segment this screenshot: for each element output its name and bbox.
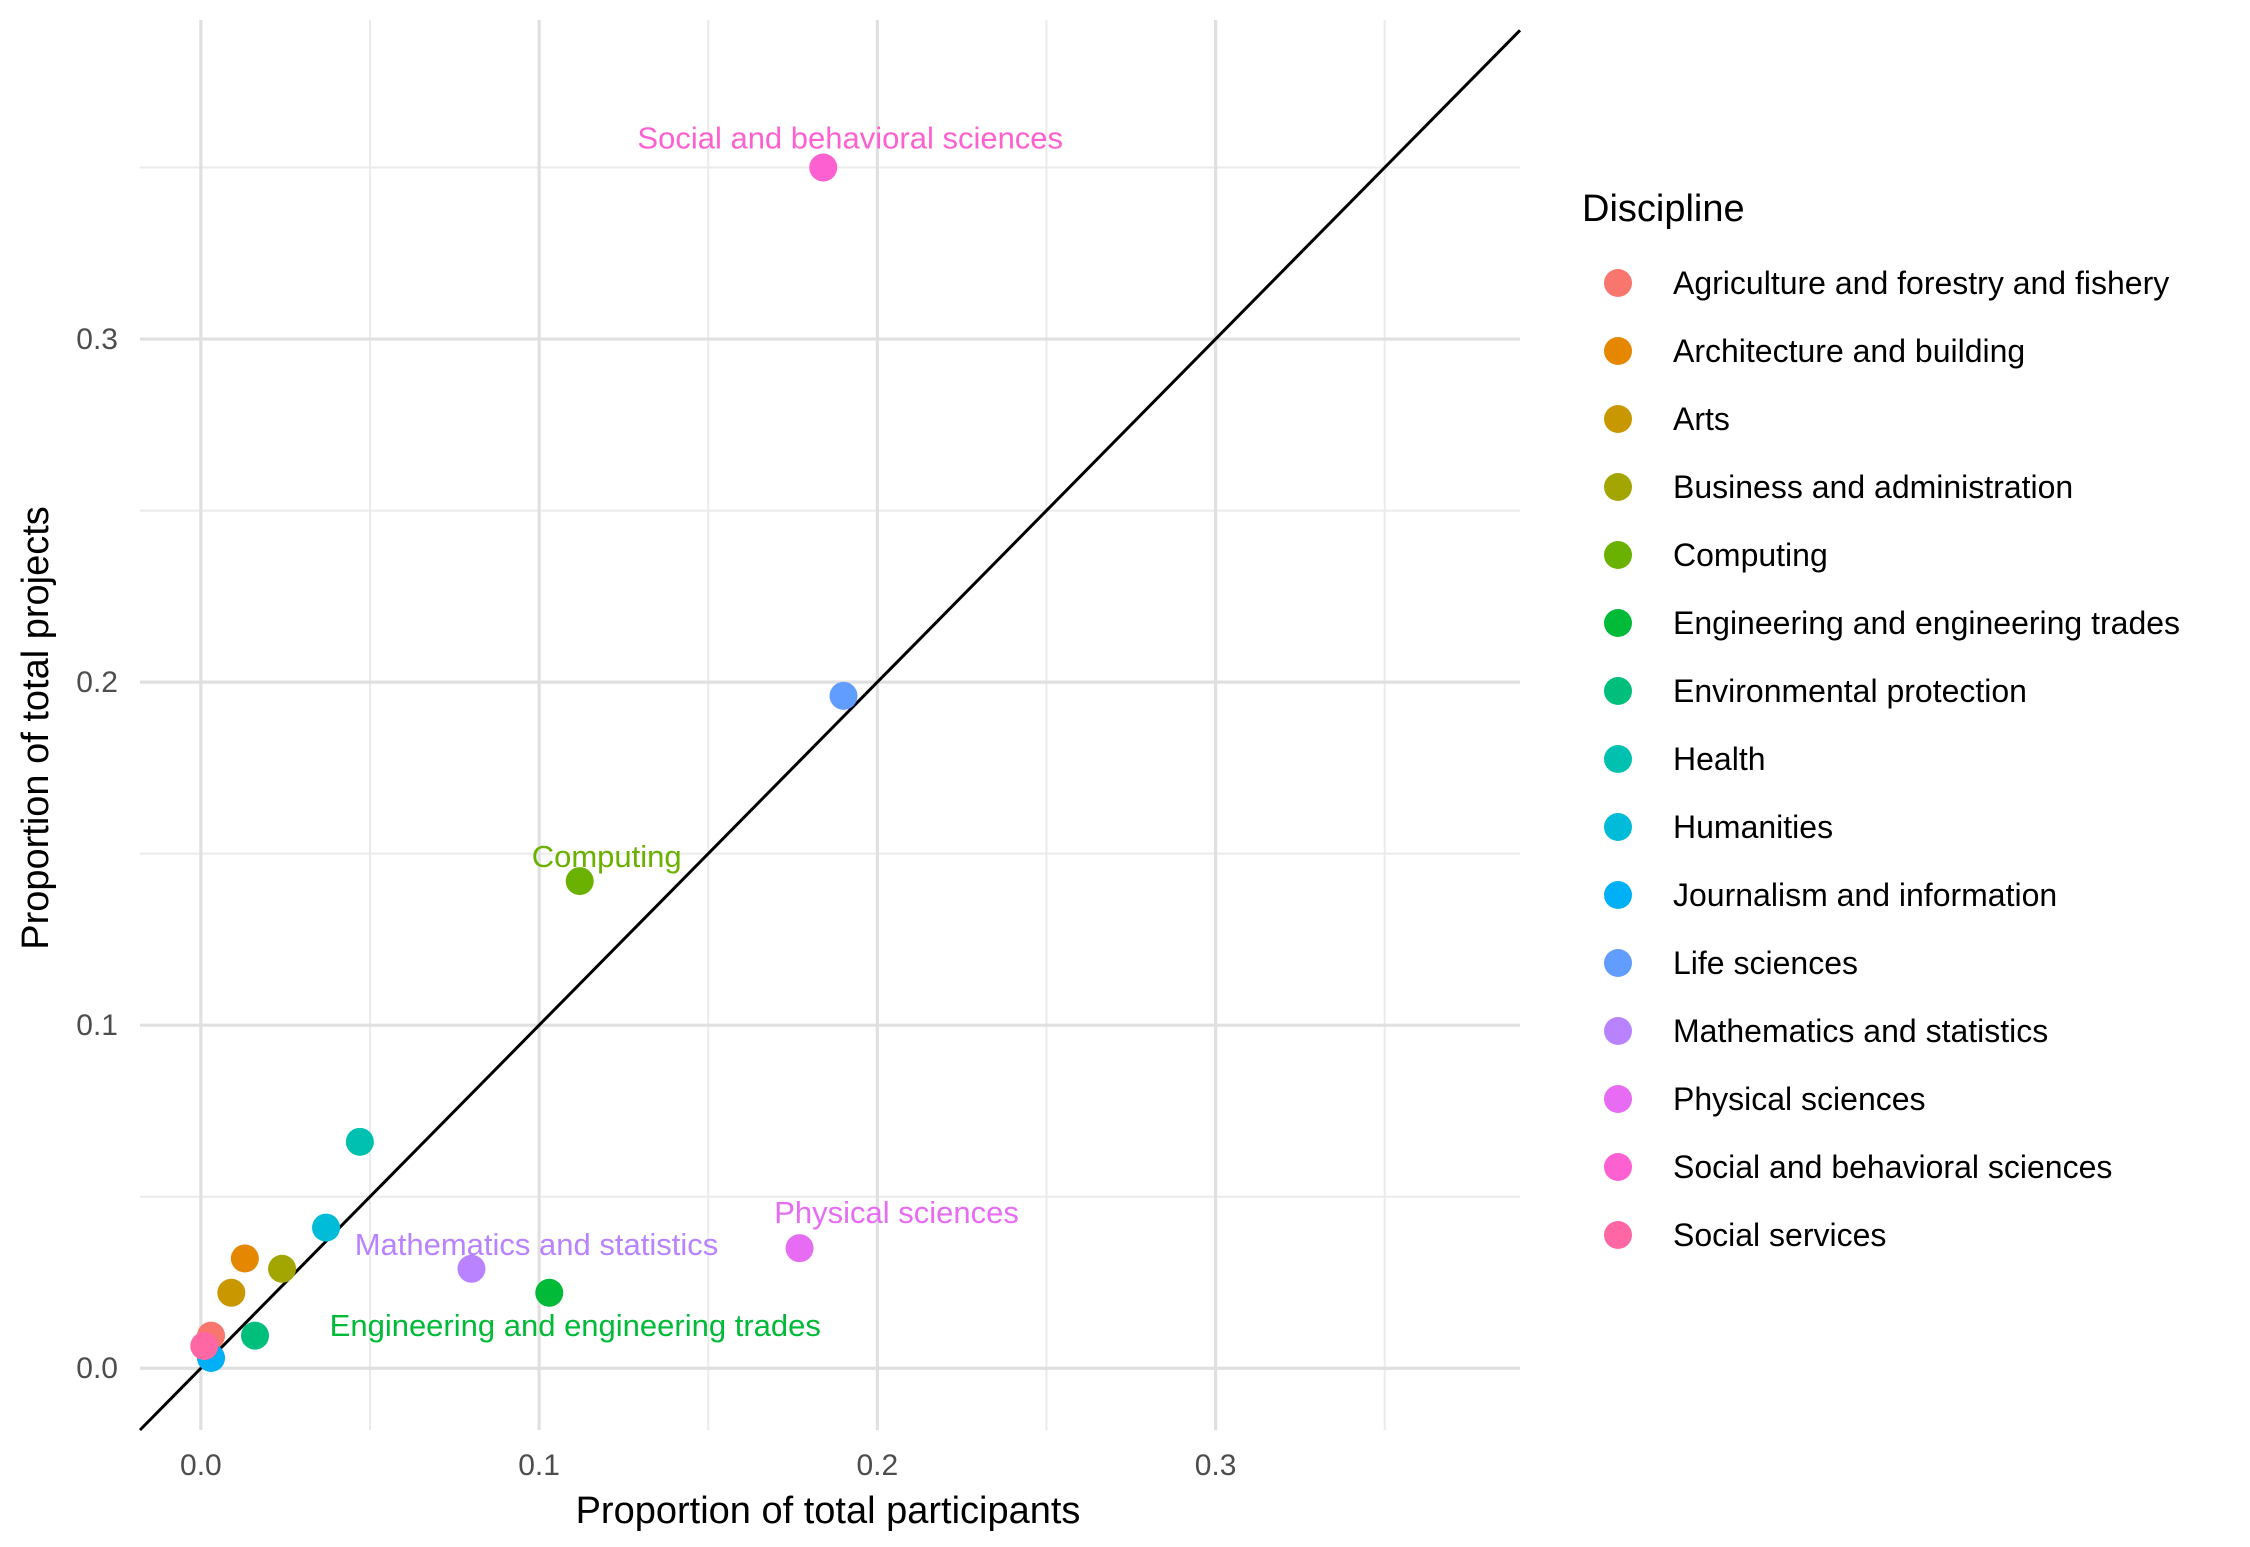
identity-line: [138, 29, 1522, 1432]
y-tick-label: 0.0: [76, 1352, 118, 1385]
point-label: Engineering and engineering trades: [330, 1308, 821, 1343]
legend-key: [1604, 1017, 1632, 1045]
y-tick-label: 0.3: [76, 323, 118, 356]
legend-key: [1604, 745, 1632, 773]
legend-item: Social services: [1604, 1217, 1886, 1253]
legend-label: Health: [1673, 741, 1766, 777]
data-point: [217, 1278, 246, 1307]
legend-label: Journalism and information: [1673, 877, 2057, 913]
data-point: [565, 867, 594, 896]
y-axis-ticks: 0.0 0.1 0.2 0.3: [76, 323, 118, 1385]
legend-label: Mathematics and statistics: [1673, 1013, 2048, 1049]
legend-key: [1604, 1085, 1632, 1113]
x-axis-title: Proportion of total participants: [576, 1490, 1081, 1532]
legend-key: [1604, 541, 1632, 569]
data-point: [809, 153, 838, 182]
x-tick-label: 0.1: [518, 1449, 560, 1482]
legend-item: Computing: [1604, 537, 1828, 573]
legend-item: Journalism and information: [1604, 877, 2057, 913]
x-tick-label: 0.3: [1195, 1449, 1237, 1482]
y-tick-label: 0.1: [76, 1009, 118, 1042]
legend-label: Environmental protection: [1673, 673, 2027, 709]
legend-label: Business and administration: [1673, 469, 2073, 505]
legend-item: Engineering and engineering trades: [1604, 605, 2180, 641]
grid: [140, 20, 1520, 1430]
legend-label: Social services: [1673, 1217, 1886, 1253]
legend-item: Life sciences: [1604, 945, 1858, 981]
legend-key: [1604, 1221, 1632, 1249]
legend-items: Agriculture and forestry and fishery Arch…: [1604, 265, 2180, 1253]
legend-item: Environmental protection: [1604, 673, 2027, 709]
legend-label: Architecture and building: [1673, 333, 2025, 369]
legend-item: Social and behavioral sciences: [1604, 1149, 2112, 1185]
point-label: Physical sciences: [774, 1195, 1019, 1230]
legend-item: Agriculture and forestry and fishery: [1604, 265, 2169, 301]
legend-key: [1604, 473, 1632, 501]
x-axis-ticks: 0.0 0.1 0.2 0.3: [180, 1449, 1236, 1482]
legend-item: Mathematics and statistics: [1604, 1013, 2048, 1049]
legend-label: Arts: [1673, 401, 1730, 437]
legend-item: Humanities: [1604, 809, 1833, 845]
data-point: [230, 1244, 259, 1273]
legend-label: Physical sciences: [1673, 1081, 1926, 1117]
legend-key: [1604, 1153, 1632, 1181]
legend: Discipline Agriculture and forestry and …: [1582, 188, 2180, 1253]
legend-key: [1604, 881, 1632, 909]
legend-item: Health: [1604, 741, 1766, 777]
data-point: [535, 1278, 564, 1307]
legend-label: Social and behavioral sciences: [1673, 1149, 2112, 1185]
point-labels-layer: Computing Engineering and engineering tra…: [330, 121, 1063, 1343]
data-point: [457, 1254, 486, 1283]
data-point: [785, 1234, 814, 1263]
legend-label: Humanities: [1673, 809, 1833, 845]
legend-key: [1604, 405, 1632, 433]
legend-key: [1604, 677, 1632, 705]
legend-key: [1604, 337, 1632, 365]
legend-item: Architecture and building: [1604, 333, 2025, 369]
y-axis-title: Proportion of total projects: [15, 506, 57, 950]
point-label: Mathematics and statistics: [355, 1227, 719, 1262]
legend-key: [1604, 609, 1632, 637]
legend-label: Life sciences: [1673, 945, 1858, 981]
legend-item: Business and administration: [1604, 469, 2073, 505]
point-label: Social and behavioral sciences: [637, 121, 1063, 156]
legend-label: Agriculture and forestry and fishery: [1673, 265, 2169, 301]
legend-label: Engineering and engineering trades: [1673, 605, 2180, 641]
legend-key: [1604, 269, 1632, 297]
data-point: [345, 1127, 374, 1156]
legend-label: Computing: [1673, 537, 1828, 573]
legend-title: Discipline: [1582, 188, 1745, 230]
data-point: [190, 1331, 219, 1360]
data-point: [268, 1254, 297, 1283]
point-label: Computing: [532, 839, 682, 874]
reference-line-layer: [138, 29, 1522, 1432]
data-point: [241, 1321, 269, 1350]
data-point: [312, 1213, 341, 1242]
legend-item: Arts: [1604, 401, 1730, 437]
legend-item: Physical sciences: [1604, 1081, 1926, 1117]
x-tick-label: 0.2: [856, 1449, 898, 1482]
legend-key: [1604, 813, 1632, 841]
x-tick-label: 0.0: [180, 1449, 222, 1482]
y-tick-label: 0.2: [76, 666, 118, 699]
points-layer: [190, 153, 858, 1372]
data-point: [829, 681, 858, 710]
legend-key: [1604, 949, 1632, 977]
